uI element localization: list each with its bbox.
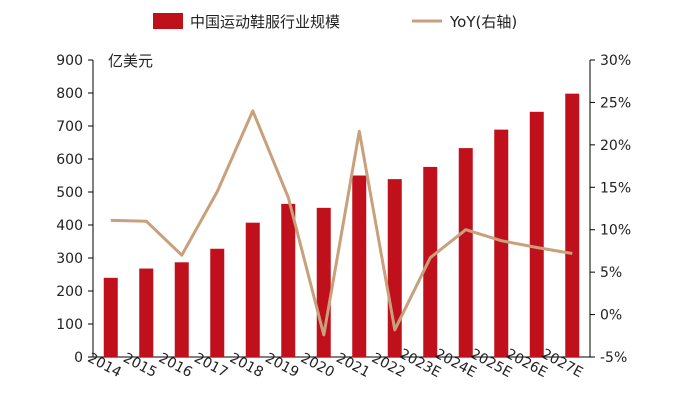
right-tick-label: 30% [600,53,631,69]
bar [210,248,225,357]
bar [139,268,154,357]
left-tick-label: 900 [56,53,83,69]
plot-area: 0 100 200 300 400 500 600 700 800 900 -5% 0% 5% 10% 15… [56,53,631,381]
left-tick-label: 800 [56,86,83,102]
right-tick-label: 15% [600,180,631,196]
yoy-line [110,109,573,337]
bar [281,203,296,357]
bar [245,222,260,357]
left-tick-label: 300 [56,251,83,267]
right-tick-label: 25% [600,95,631,111]
bar [494,129,509,357]
legend-bar-swatch [153,13,183,29]
left-axis-unit: 亿美元 [108,52,153,70]
bar [352,175,367,357]
legend-line-label: YoY(右轴) [449,13,517,31]
right-tick-label: 0% [600,308,622,324]
legend: 中国运动鞋服行业规模 YoY(右轴) [153,13,517,31]
right-tick-label: 20% [600,138,631,154]
bar [103,277,118,357]
left-tick-label: 700 [56,119,83,135]
left-tick-label: 0 [74,350,83,366]
right-tick-label: -5% [600,350,627,366]
bar [174,262,189,357]
left-tick-label: 400 [56,218,83,234]
bar [565,93,580,357]
right-tick-label: 5% [600,265,622,281]
left-tick-label: 500 [56,185,83,201]
bar [423,166,438,357]
left-tick-label: 600 [56,152,83,168]
legend-bar-label: 中国运动鞋服行业规模 [190,13,340,31]
bar [529,111,544,357]
bar [458,148,473,357]
left-tick-label: 200 [56,284,83,300]
left-tick-label: 100 [56,317,83,333]
right-tick-label: 10% [600,223,631,239]
